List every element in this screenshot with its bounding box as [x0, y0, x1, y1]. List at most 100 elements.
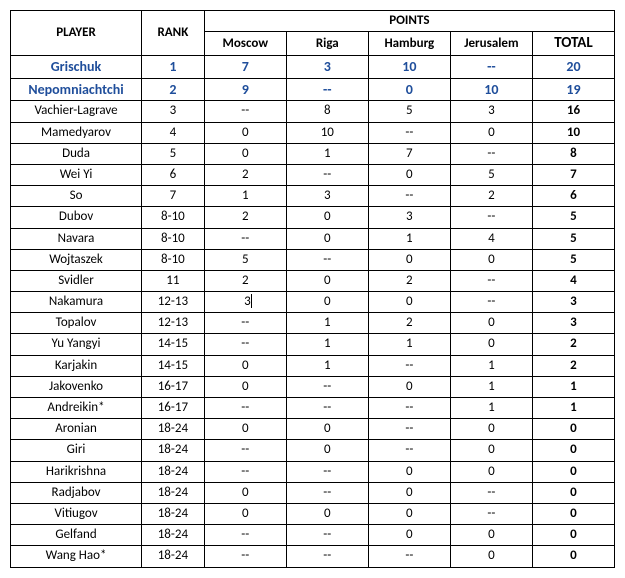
cell-moscow[interactable]: -- [204, 228, 286, 249]
cell-player[interactable]: Radjabov [11, 482, 142, 503]
cell-moscow[interactable]: 0 [204, 503, 286, 524]
cell-total[interactable]: 4 [532, 270, 614, 291]
cell-total[interactable]: 20 [532, 56, 614, 79]
cell-moscow[interactable]: 7 [204, 56, 286, 79]
cell-jerusalem[interactable]: 5 [450, 164, 532, 185]
cell-moscow[interactable]: 2 [204, 270, 286, 291]
cell-rank[interactable]: 5 [142, 143, 205, 164]
cell-rank[interactable]: 16-17 [142, 376, 205, 397]
cell-hamburg[interactable]: 1 [368, 334, 450, 355]
cell-riga[interactable]: 1 [286, 143, 368, 164]
cell-hamburg[interactable]: 0 [368, 482, 450, 503]
cell-total[interactable]: 3 [532, 313, 614, 334]
cell-jerusalem[interactable]: -- [450, 56, 532, 79]
cell-total[interactable]: 2 [532, 334, 614, 355]
cell-jerusalem[interactable]: 0 [450, 440, 532, 461]
cell-rank[interactable]: 2 [142, 78, 205, 101]
cell-total[interactable]: 0 [532, 440, 614, 461]
cell-jerusalem[interactable]: -- [450, 143, 532, 164]
cell-rank[interactable]: 18-24 [142, 546, 205, 567]
cell-rank[interactable]: 18-24 [142, 482, 205, 503]
cell-player[interactable]: Gelfand [11, 525, 142, 546]
cell-moscow[interactable]: 1 [204, 186, 286, 207]
cell-riga[interactable]: 0 [286, 270, 368, 291]
cell-total[interactable]: 3 [532, 292, 614, 313]
cell-hamburg[interactable]: -- [368, 398, 450, 419]
cell-jerusalem[interactable]: -- [450, 270, 532, 291]
cell-riga[interactable]: 0 [286, 419, 368, 440]
cell-hamburg[interactable]: 2 [368, 313, 450, 334]
cell-riga[interactable]: 10 [286, 122, 368, 143]
cell-riga[interactable]: 0 [286, 207, 368, 228]
cell-player[interactable]: Wang Hao* [11, 546, 142, 567]
cell-hamburg[interactable]: 0 [368, 525, 450, 546]
cell-rank[interactable]: 4 [142, 122, 205, 143]
cell-player[interactable]: Yu Yangyi [11, 334, 142, 355]
cell-jerusalem[interactable]: 0 [450, 546, 532, 567]
cell-riga[interactable]: 0 [286, 440, 368, 461]
cell-player[interactable]: Giri [11, 440, 142, 461]
cell-rank[interactable]: 8-10 [142, 228, 205, 249]
cell-rank[interactable]: 12-13 [142, 313, 205, 334]
cell-riga[interactable]: 1 [286, 313, 368, 334]
cell-moscow[interactable]: -- [204, 313, 286, 334]
cell-riga[interactable]: 0 [286, 503, 368, 524]
cell-riga[interactable]: 8 [286, 101, 368, 122]
cell-hamburg[interactable]: 10 [368, 56, 450, 79]
cell-player[interactable]: Jakovenko [11, 376, 142, 397]
cell-jerusalem[interactable]: 10 [450, 78, 532, 101]
cell-total[interactable]: 5 [532, 207, 614, 228]
cell-hamburg[interactable]: 0 [368, 164, 450, 185]
cell-hamburg[interactable]: -- [368, 186, 450, 207]
cell-total[interactable]: 1 [532, 398, 614, 419]
cell-rank[interactable]: 1 [142, 56, 205, 79]
cell-total[interactable]: 0 [532, 482, 614, 503]
cell-player[interactable]: Grischuk [11, 56, 142, 79]
cell-riga[interactable]: 3 [286, 186, 368, 207]
cell-total[interactable]: 6 [532, 186, 614, 207]
cell-moscow[interactable]: 0 [204, 122, 286, 143]
cell-total[interactable]: 0 [532, 546, 614, 567]
cell-jerusalem[interactable]: 0 [450, 525, 532, 546]
cell-rank[interactable]: 14-15 [142, 355, 205, 376]
cell-rank[interactable]: 12-13 [142, 292, 205, 313]
cell-hamburg[interactable]: 7 [368, 143, 450, 164]
cell-total[interactable]: 2 [532, 355, 614, 376]
cell-moscow[interactable]: -- [204, 440, 286, 461]
cell-player[interactable]: Nepomniachtchi [11, 78, 142, 101]
cell-moscow[interactable]: -- [204, 525, 286, 546]
cell-jerusalem[interactable]: 3 [450, 101, 532, 122]
cell-player[interactable]: So [11, 186, 142, 207]
cell-hamburg[interactable]: -- [368, 546, 450, 567]
cell-jerusalem[interactable]: 1 [450, 398, 532, 419]
cell-rank[interactable]: 18-24 [142, 461, 205, 482]
cell-rank[interactable]: 18-24 [142, 440, 205, 461]
cell-jerusalem[interactable]: 4 [450, 228, 532, 249]
cell-player[interactable]: Svidler [11, 270, 142, 291]
cell-total[interactable]: 8 [532, 143, 614, 164]
cell-jerusalem[interactable]: 0 [450, 313, 532, 334]
cell-player[interactable]: Aronian [11, 419, 142, 440]
cell-jerusalem[interactable]: -- [450, 503, 532, 524]
cell-moscow[interactable]: 2 [204, 164, 286, 185]
cell-rank[interactable]: 8-10 [142, 207, 205, 228]
cell-jerusalem[interactable]: 1 [450, 376, 532, 397]
cell-total[interactable]: 5 [532, 249, 614, 270]
cell-total[interactable]: 16 [532, 101, 614, 122]
cell-player[interactable]: Topalov [11, 313, 142, 334]
cell-total[interactable]: 0 [532, 461, 614, 482]
cell-riga[interactable]: 1 [286, 355, 368, 376]
cell-moscow[interactable]: -- [204, 398, 286, 419]
cell-riga[interactable]: 0 [286, 228, 368, 249]
cell-moscow[interactable]: 2 [204, 207, 286, 228]
cell-jerusalem[interactable]: 0 [450, 334, 532, 355]
cell-hamburg[interactable]: 3 [368, 207, 450, 228]
cell-hamburg[interactable]: -- [368, 122, 450, 143]
cell-rank[interactable]: 6 [142, 164, 205, 185]
cell-riga[interactable]: -- [286, 482, 368, 503]
cell-moscow[interactable]: 0 [204, 482, 286, 503]
cell-rank[interactable]: 14-15 [142, 334, 205, 355]
cell-moscow[interactable]: -- [204, 461, 286, 482]
cell-total[interactable]: 0 [532, 419, 614, 440]
cell-total[interactable]: 0 [532, 525, 614, 546]
